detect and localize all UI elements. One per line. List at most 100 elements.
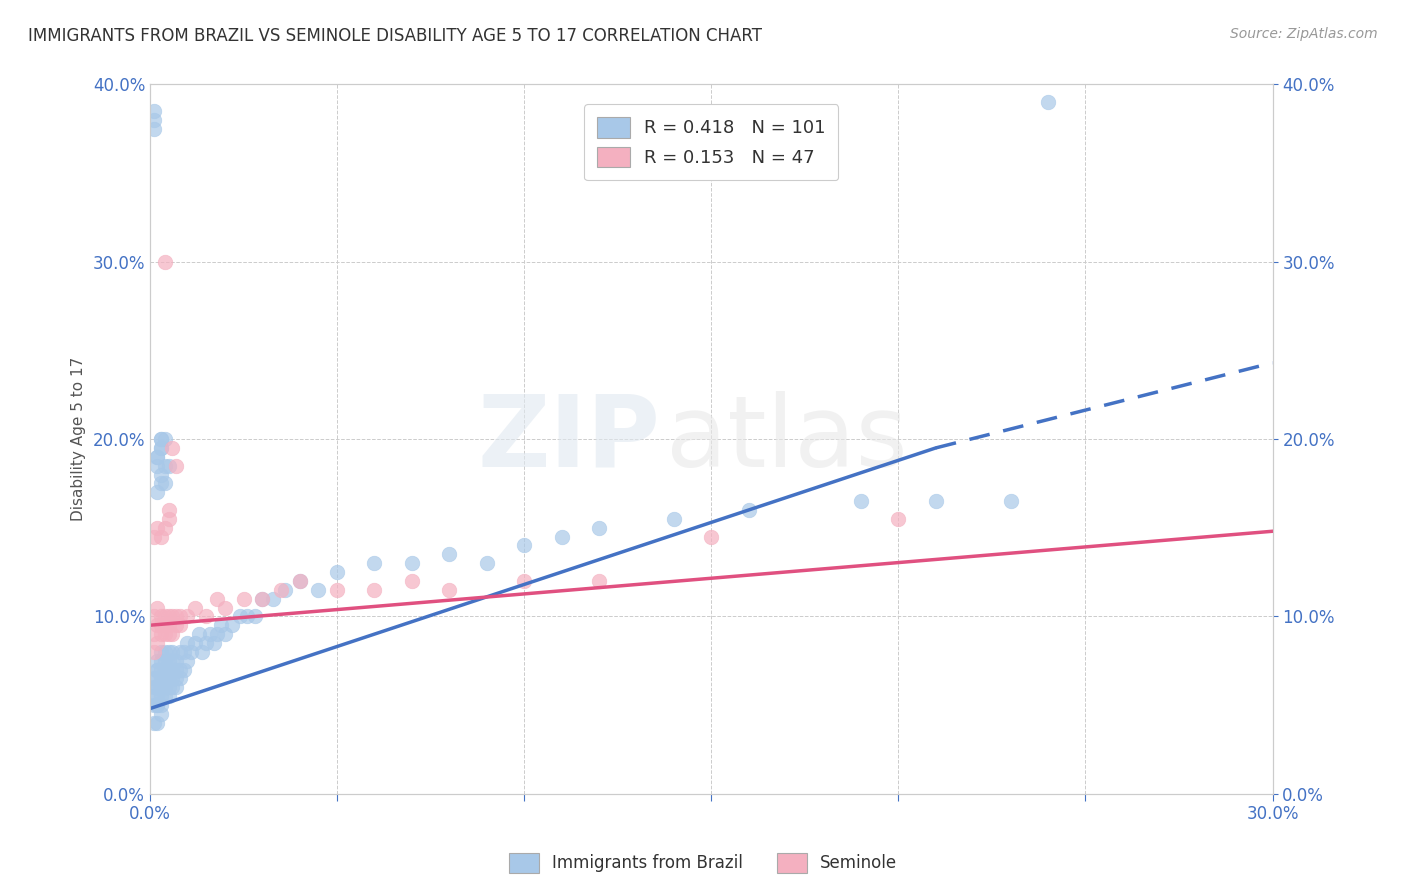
Point [157,645,180,659]
Point [252,591,274,606]
Point [363,556,385,570]
Point [162,645,184,659]
Point [849,494,872,508]
Point [588,574,610,588]
Point [142,681,165,695]
Point [150,663,173,677]
Point [157,627,180,641]
Point [157,681,180,695]
Point [153,458,176,473]
Point [150,441,173,455]
Point [157,618,180,632]
Legend: R = 0.418   N = 101, R = 0.153   N = 47: R = 0.418 N = 101, R = 0.153 N = 47 [585,104,838,180]
Point [153,432,176,446]
Point [157,672,180,686]
Point [184,600,207,615]
Point [176,609,198,624]
Point [157,458,180,473]
Point [273,582,295,597]
Point [162,441,184,455]
Point [162,654,184,668]
Point [207,627,229,641]
Point [439,582,461,597]
Point [142,698,165,712]
Point [214,627,236,641]
Point [157,512,180,526]
Point [1000,494,1022,508]
Point [173,645,195,659]
Point [153,654,176,668]
Point [153,254,176,268]
Point [153,663,176,677]
Point [700,530,723,544]
Point [150,645,173,659]
Point [157,663,180,677]
Point [142,689,165,703]
Point [150,609,173,624]
Point [198,627,221,641]
Point [925,494,948,508]
Point [169,618,191,632]
Point [162,627,184,641]
Point [165,681,187,695]
Point [169,672,191,686]
Point [146,698,169,712]
Point [439,547,461,561]
Point [207,591,229,606]
Point [165,663,187,677]
Point [157,609,180,624]
Point [146,450,169,464]
Point [195,636,218,650]
Point [150,689,173,703]
Point [263,591,285,606]
Point [162,663,184,677]
Point [157,503,180,517]
Point [146,485,169,500]
Point [142,715,165,730]
Text: atlas: atlas [666,391,908,488]
Legend: Immigrants from Brazil, Seminole: Immigrants from Brazil, Seminole [502,847,904,880]
Point [221,618,243,632]
Point [887,512,910,526]
Point [270,582,292,597]
Point [142,672,165,686]
Point [187,627,209,641]
Point [165,672,187,686]
Point [146,521,169,535]
Point [288,574,311,588]
Point [150,681,173,695]
Point [475,556,498,570]
Point [184,636,207,650]
Point [1036,95,1059,110]
Point [153,672,176,686]
Point [153,521,176,535]
Point [191,645,214,659]
Point [326,565,349,579]
Point [737,503,759,517]
Point [153,609,176,624]
Point [401,556,423,570]
Point [153,476,176,491]
Point [146,636,169,650]
Point [326,582,349,597]
Point [162,609,184,624]
Point [195,609,218,624]
Point [142,112,165,127]
Point [146,654,169,668]
Point [146,681,169,695]
Point [150,706,173,721]
Point [209,618,232,632]
Point [232,591,254,606]
Text: ZIP: ZIP [478,391,661,488]
Text: Source: ZipAtlas.com: Source: ZipAtlas.com [1230,27,1378,41]
Point [550,530,572,544]
Point [157,654,180,668]
Point [153,681,176,695]
Point [176,654,198,668]
Point [150,672,173,686]
Point [513,538,536,552]
Point [153,627,176,641]
Point [146,715,169,730]
Point [150,618,173,632]
Point [243,609,266,624]
